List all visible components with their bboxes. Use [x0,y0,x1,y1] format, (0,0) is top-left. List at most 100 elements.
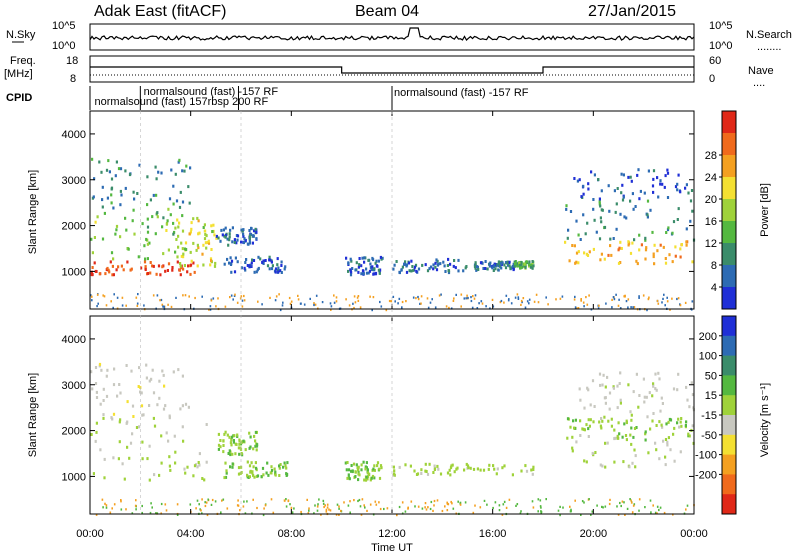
data-cell [488,262,491,266]
data-cell [453,470,456,474]
scatter-cell [526,300,529,303]
scatter-cell [476,307,479,310]
scatter-cell [307,512,310,515]
data-cell [251,241,254,245]
scatter-cell [328,508,330,511]
scatter-cell [300,510,302,514]
data-cell [631,461,634,465]
scatter-cell [459,503,462,506]
data-cell [277,270,280,274]
data-cell [676,218,679,221]
data-cell [223,476,226,480]
scatter-cell [222,498,225,501]
scatter-cell [204,504,207,508]
data-cell [669,448,672,452]
data-cell [600,417,603,420]
data-cell [344,461,347,465]
data-cell [639,189,642,193]
data-cell [236,234,240,238]
data-cell [367,475,370,479]
data-cell [496,467,499,471]
data-cell [251,258,254,262]
data-cell [180,241,183,245]
data-cell [204,232,207,236]
data-cell [365,461,368,465]
data-cell [100,170,103,174]
data-cell [167,207,170,211]
data-cell [447,257,450,261]
data-cell [404,260,407,264]
data-cell [590,170,593,174]
data-cell [687,191,690,195]
data-cell [205,234,208,238]
data-cell [602,373,605,377]
data-cell [492,464,495,468]
scatter-cell [588,294,590,297]
scatter-cell [633,306,636,309]
scatter-cell [212,297,215,300]
scatter-cell [243,500,245,503]
data-cell [90,433,93,436]
scatter-cell [632,504,635,507]
cpid-marks: normalsound (fast) 157rbsp 200 RFnormals… [89,86,529,110]
colorbar-swatch [722,474,736,495]
data-cell [205,246,208,250]
data-cell [112,206,115,210]
data-cell [646,215,649,219]
data-cell [667,436,670,440]
scatter-cell [514,296,517,299]
data-cell [197,219,200,223]
scatter-cell [669,308,671,311]
data-cell [671,260,674,264]
data-cell [504,266,508,270]
data-cell [228,261,231,265]
data-cell [207,239,210,243]
data-cell [110,193,113,197]
data-cell [139,390,142,394]
data-cell [625,421,628,425]
data-cell [574,261,577,265]
scatter-cell [574,306,577,309]
data-cell [587,427,590,431]
data-cell [658,377,661,381]
data-cell [260,475,263,479]
data-cell [613,189,616,193]
scatter-cell [136,302,139,305]
data-cell [573,177,576,180]
scatter-cell [445,305,448,308]
scatter-cell [573,298,576,301]
data-cell [655,448,658,452]
scatter-cell [522,297,525,300]
data-cell [630,179,633,183]
scatter-cell [417,295,419,299]
scatter-cell [453,297,455,300]
data-cell [634,454,637,458]
scatter-cell [457,500,459,503]
data-cell [101,198,104,202]
data-cell [600,189,603,193]
data-cell [172,232,175,236]
data-cell [599,204,602,208]
data-cell [479,261,483,265]
data-cell [392,465,395,469]
data-cell [273,467,276,471]
data-cell [94,366,98,369]
data-cell [592,420,595,424]
data-cell [582,184,585,188]
data-cell [666,228,670,232]
data-cell [619,398,622,402]
scatter-cell [424,506,426,509]
data-cell [684,186,687,190]
data-cell [346,461,349,464]
data-cell [124,216,127,220]
data-cell [472,467,476,471]
data-cell [530,468,533,472]
data-cell [128,173,132,177]
scatter-cell [176,503,179,506]
data-cell [350,259,353,263]
scatter-cell [338,513,340,516]
data-cell [614,436,617,440]
data-cell [224,461,227,465]
scatter-cell [306,498,308,501]
data-cell [351,470,354,474]
